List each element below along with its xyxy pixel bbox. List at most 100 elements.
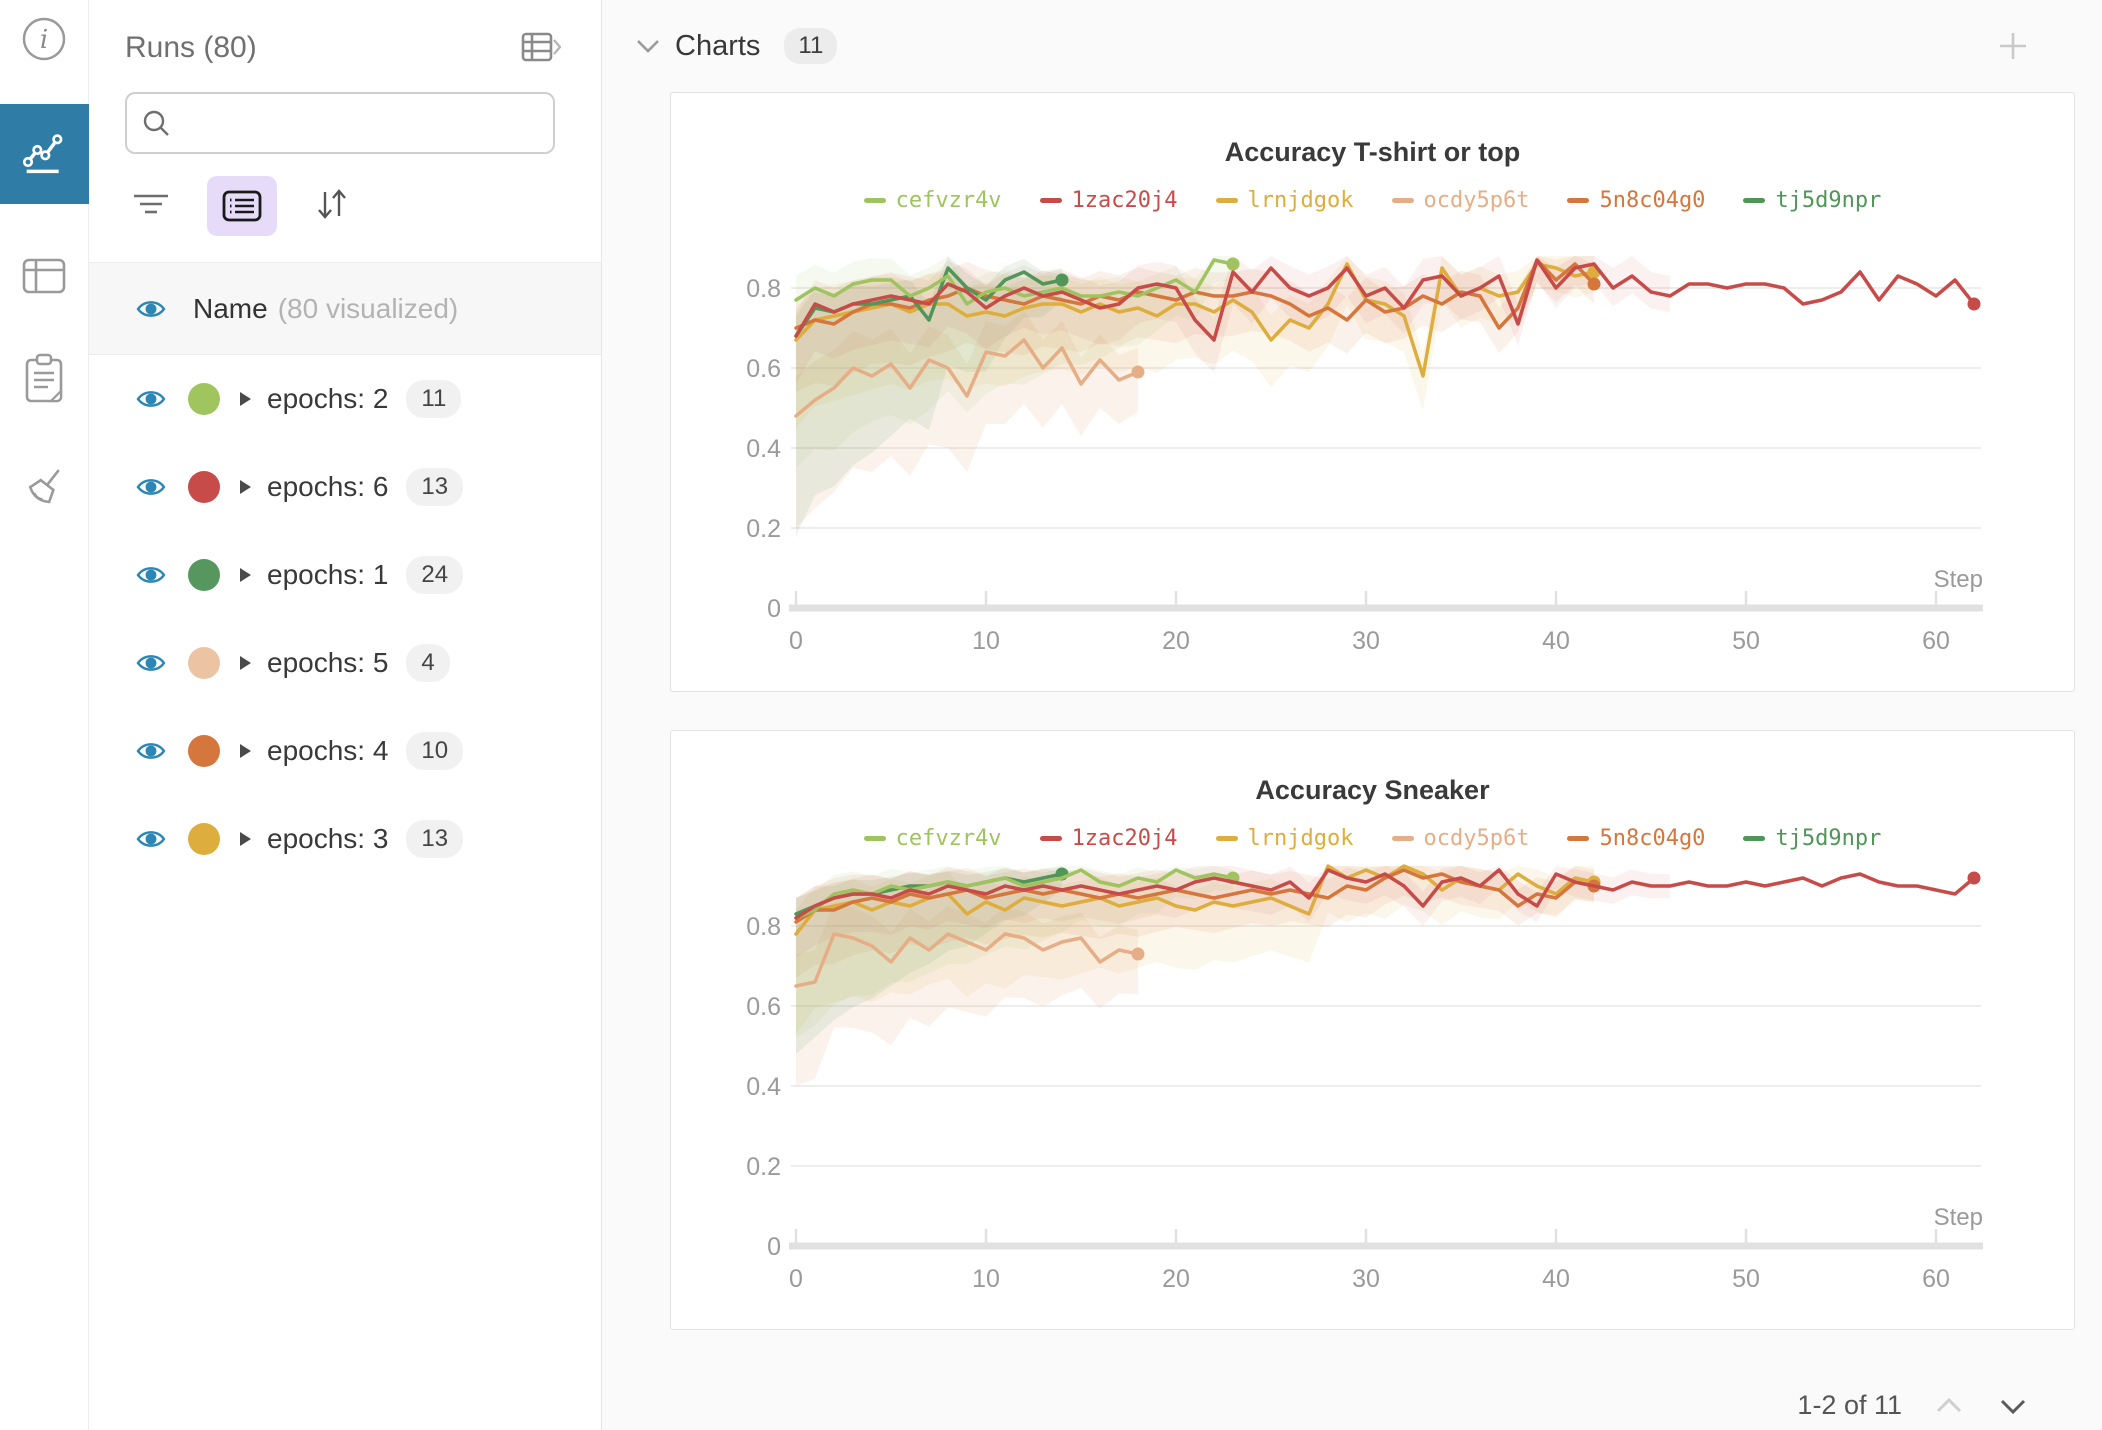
legend-swatch xyxy=(1743,835,1766,841)
sort-button[interactable] xyxy=(311,184,351,229)
runs-sidebar: Runs (80) xyxy=(89,0,602,1430)
run-row-epochs-6[interactable]: epochs: 6 13 xyxy=(89,443,601,531)
svg-text:0.6: 0.6 xyxy=(746,355,781,383)
svg-text:0.2: 0.2 xyxy=(746,515,781,543)
runs-search-input[interactable] xyxy=(183,107,539,139)
tab-notes[interactable] xyxy=(22,353,66,410)
legend-run-name: cefvzr4v xyxy=(895,187,1002,213)
run-group-label: epochs: 3 xyxy=(267,823,389,854)
visibility-eye-icon[interactable] xyxy=(135,562,167,588)
section-collapse-chevron-icon[interactable] xyxy=(635,37,661,55)
info-icon[interactable]: i xyxy=(21,16,67,67)
broom-icon xyxy=(28,469,60,504)
chart-plot[interactable]: 0 0.2 0.4 0.6 0.8 0 10 20 30 40 50 60 Step xyxy=(671,225,2076,685)
svg-text:0.8: 0.8 xyxy=(746,913,781,941)
svg-text:0: 0 xyxy=(789,627,803,655)
legend-item-cefvzr4v[interactable]: cefvzr4v xyxy=(863,187,1002,213)
run-group-label: epochs: 4 xyxy=(267,735,389,766)
svg-text:30: 30 xyxy=(1352,627,1380,655)
chart-title: Accuracy T-shirt or top xyxy=(1224,137,1521,167)
visibility-eye-icon[interactable] xyxy=(135,386,167,412)
visibility-eye-icon[interactable] xyxy=(135,296,167,322)
legend-run-name: lrnjdgok xyxy=(1247,187,1354,213)
run-row-epochs-4[interactable]: epochs: 4 10 xyxy=(89,707,601,795)
run-color-dot xyxy=(188,647,220,679)
run-group-label: epochs: 2 xyxy=(267,383,389,414)
svg-text:0.6: 0.6 xyxy=(746,993,781,1021)
run-count-badge: 11 xyxy=(406,380,462,418)
svg-text:30: 30 xyxy=(1352,1265,1380,1293)
legend-swatch xyxy=(863,835,886,841)
legend-item-tj5d9npr[interactable]: tj5d9npr xyxy=(1743,188,1881,213)
run-count-badge: 13 xyxy=(406,820,464,858)
legend-run-name: 5n8c04g0 xyxy=(1599,825,1706,851)
expand-caret-icon[interactable] xyxy=(239,654,252,672)
svg-text:50: 50 xyxy=(1732,1265,1760,1293)
line-chart-icon xyxy=(22,134,63,174)
page-up-button[interactable] xyxy=(1932,1395,1966,1417)
visibility-eye-icon[interactable] xyxy=(135,738,167,764)
tab-table[interactable] xyxy=(21,256,67,301)
legend-swatch xyxy=(1743,197,1766,203)
legend-item-5n8c04g0[interactable]: 5n8c04g0 xyxy=(1567,826,1705,851)
svg-text:20: 20 xyxy=(1162,1265,1190,1293)
expand-caret-icon[interactable] xyxy=(239,830,252,848)
legend-swatch xyxy=(1039,835,1062,841)
runs-search-box[interactable] xyxy=(125,92,555,154)
legend-run-name: 1zac20j4 xyxy=(1071,187,1178,213)
open-runs-table-button[interactable] xyxy=(521,30,561,66)
run-row-epochs-2[interactable]: epochs: 2 11 xyxy=(89,355,601,443)
legend-swatch xyxy=(863,197,886,203)
svg-text:i: i xyxy=(40,25,48,55)
legend-run-name: 5n8c04g0 xyxy=(1599,187,1706,213)
run-row-epochs-5[interactable]: epochs: 5 4 xyxy=(89,619,601,707)
chart-legend: cefvzr4v 1zac20j4 lrnjdgok ocdy5p6t 5n8c04g0… xyxy=(671,183,2074,217)
svg-text:60: 60 xyxy=(1922,627,1950,655)
legend-item-ocdy5p6t[interactable]: ocdy5p6t xyxy=(1391,826,1529,851)
svg-text:0: 0 xyxy=(767,1233,781,1261)
visualized-header-row[interactable]: Name (80 visualized) xyxy=(89,263,601,355)
run-color-dot xyxy=(188,471,220,503)
svg-text:0.8: 0.8 xyxy=(746,275,781,303)
legend-item-cefvzr4v[interactable]: cefvzr4v xyxy=(863,825,1002,851)
svg-text:60: 60 xyxy=(1922,1265,1950,1293)
panel-grid: Accuracy T-shirt or top cefvzr4v 1zac20j4… xyxy=(602,92,2102,1368)
tab-sweep[interactable] xyxy=(19,462,69,521)
run-count-badge: 24 xyxy=(406,556,464,594)
legend-item-ocdy5p6t[interactable]: ocdy5p6t xyxy=(1391,188,1529,213)
search-icon xyxy=(143,110,169,136)
legend-run-name: tj5d9npr xyxy=(1775,825,1882,851)
run-count-badge: 13 xyxy=(406,468,464,506)
visibility-eye-icon[interactable] xyxy=(135,650,167,676)
legend-run-name: cefvzr4v xyxy=(895,825,1002,851)
filter-button[interactable] xyxy=(129,187,173,226)
chart-plot[interactable]: 0 0.2 0.4 0.6 0.8 0 10 20 30 40 50 60 Step xyxy=(671,863,2076,1323)
run-group-list: epochs: 2 11 epochs: 6 13 epochs: 1 24 epochs:… xyxy=(89,355,601,1430)
expand-caret-icon[interactable] xyxy=(239,478,252,496)
group-list-button-active[interactable] xyxy=(207,176,277,236)
legend-item-lrnjdgok[interactable]: lrnjdgok xyxy=(1215,187,1354,213)
expand-caret-icon[interactable] xyxy=(239,566,252,584)
chart-panel[interactable]: Accuracy T-shirt or top cefvzr4v 1zac20j4… xyxy=(670,92,2075,692)
legend-item-1zac20j4[interactable]: 1zac20j4 xyxy=(1039,826,1178,851)
legend-item-tj5d9npr[interactable]: tj5d9npr xyxy=(1743,826,1881,851)
visibility-eye-icon[interactable] xyxy=(135,474,167,500)
add-panel-button[interactable] xyxy=(1994,27,2032,65)
page-down-button[interactable] xyxy=(1996,1395,2030,1417)
expand-caret-icon[interactable] xyxy=(239,390,252,408)
legend-item-1zac20j4[interactable]: 1zac20j4 xyxy=(1039,187,1178,213)
svg-text:0.4: 0.4 xyxy=(746,1073,781,1101)
legend-run-name: lrnjdgok xyxy=(1247,825,1354,851)
expand-caret-icon[interactable] xyxy=(239,742,252,760)
visibility-eye-icon[interactable] xyxy=(135,826,167,852)
chart-panel[interactable]: Accuracy Sneaker cefvzr4v 1zac20j4 lrnjdgo… xyxy=(670,730,2075,1330)
svg-text:Step: Step xyxy=(1934,566,1983,593)
charts-section-title: Charts xyxy=(675,29,761,62)
run-group-label: epochs: 5 xyxy=(267,647,389,678)
run-row-epochs-3[interactable]: epochs: 3 13 xyxy=(89,795,601,883)
legend-item-lrnjdgok[interactable]: lrnjdgok xyxy=(1215,825,1354,851)
svg-text:Step: Step xyxy=(1934,1204,1983,1231)
run-row-epochs-1[interactable]: epochs: 1 24 xyxy=(89,531,601,619)
legend-item-5n8c04g0[interactable]: 5n8c04g0 xyxy=(1567,188,1705,213)
tab-charts-selected[interactable] xyxy=(0,104,89,204)
